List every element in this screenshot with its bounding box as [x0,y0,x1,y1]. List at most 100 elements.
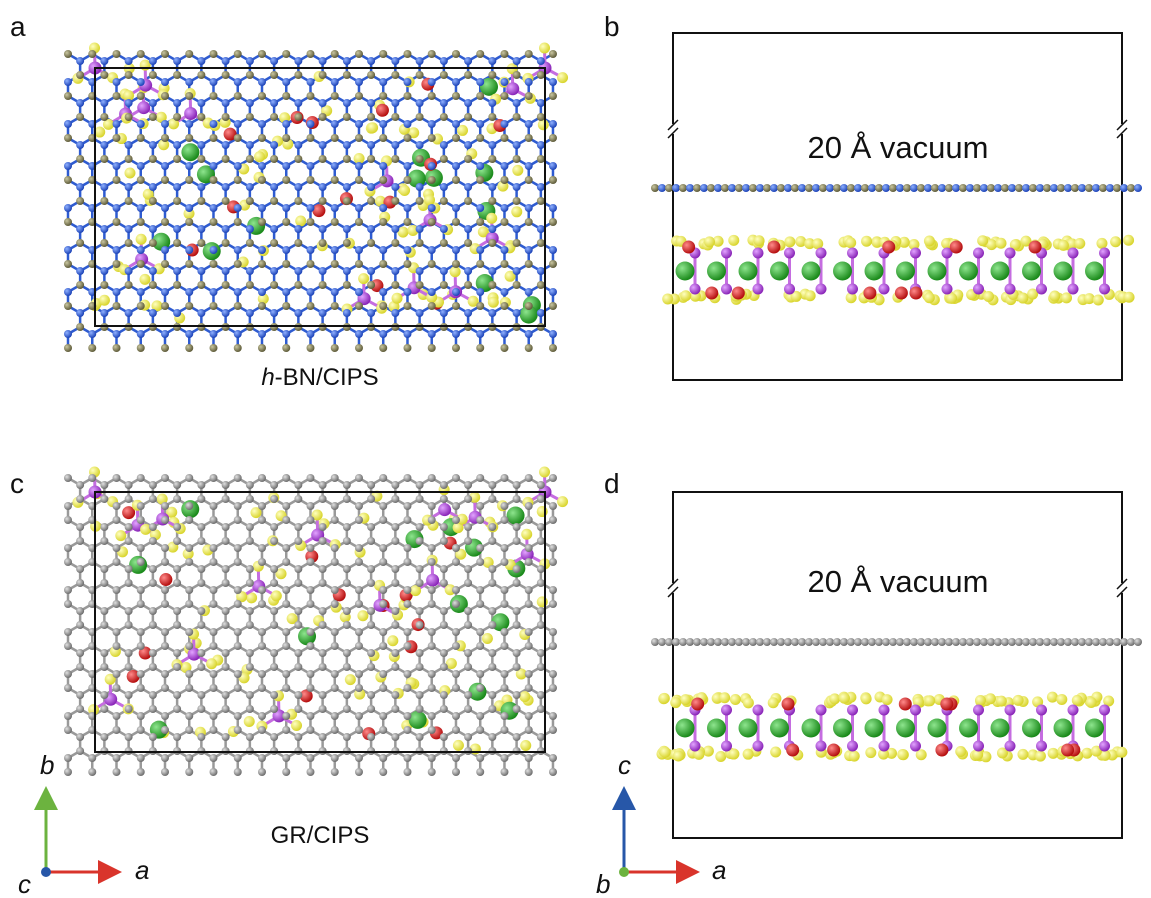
atom [282,754,290,762]
atom [847,741,858,752]
atom [511,206,522,217]
atom [513,267,521,275]
atom [331,134,339,142]
atom [379,162,387,170]
atom [549,516,557,524]
atom [185,600,193,608]
atom [161,558,169,566]
atom [209,246,217,254]
atom [149,113,157,121]
atom [705,287,718,300]
atom [197,225,205,233]
atom [973,638,981,646]
atom [137,260,145,268]
atom [539,43,550,54]
atom [1036,284,1047,295]
atom [112,302,120,310]
atom [100,495,108,503]
atom [889,184,897,192]
atom [112,134,120,142]
atom [488,691,496,699]
atom [197,579,205,587]
atom [557,496,568,507]
atom [690,284,701,295]
atom [197,481,205,489]
atom [714,638,722,646]
atom [464,71,472,79]
atom [513,309,521,317]
atom [882,638,890,646]
atom [331,726,339,734]
atom [112,50,120,58]
atom [452,586,460,594]
atom [1058,240,1069,251]
atom [849,751,860,762]
atom [1086,697,1097,708]
atom [64,246,72,254]
atom [234,516,242,524]
atom [137,768,145,776]
atom [391,267,399,275]
atom [76,733,84,741]
atom [662,293,673,304]
atom [525,670,533,678]
atom [149,155,157,163]
atom [403,218,411,226]
atom [64,712,72,720]
atom [246,71,254,79]
atom [770,746,781,757]
atom [222,71,230,79]
atom [416,621,424,629]
atom [100,99,108,107]
atom [549,162,557,170]
atom [331,204,339,212]
atom [391,523,399,531]
atom [100,57,108,65]
atom [513,495,521,503]
atom [124,167,135,178]
atom [833,719,852,738]
caption: GR/CIPS [271,822,370,849]
atom [464,225,472,233]
atom [452,204,460,212]
atom [209,260,217,268]
atom [367,155,375,163]
atom [197,733,205,741]
atom [282,474,290,482]
atom [319,99,327,107]
atom [270,579,278,587]
atom [464,537,472,545]
atom [376,104,389,117]
atom [319,281,327,289]
atom [833,184,841,192]
atom [500,134,508,142]
atom [416,733,424,741]
atom [476,544,484,552]
atom [112,754,120,762]
atom [680,290,691,301]
atom [1068,248,1079,259]
atom [258,134,266,142]
atom [1061,744,1074,757]
atom [234,50,242,58]
atom [488,239,496,247]
atom [209,78,217,86]
atom [246,495,254,503]
atom [440,113,448,121]
atom [234,600,242,608]
atom [367,225,375,233]
atom [343,267,351,275]
atom [246,565,254,573]
atom [791,638,799,646]
atom [525,260,533,268]
atom [537,225,545,233]
atom [319,57,327,65]
atom [805,290,816,301]
atom [282,712,290,720]
atom [714,184,722,192]
atom [428,92,436,100]
atom [1099,638,1107,646]
atom [690,741,701,752]
atom [428,218,436,226]
atom [331,176,339,184]
